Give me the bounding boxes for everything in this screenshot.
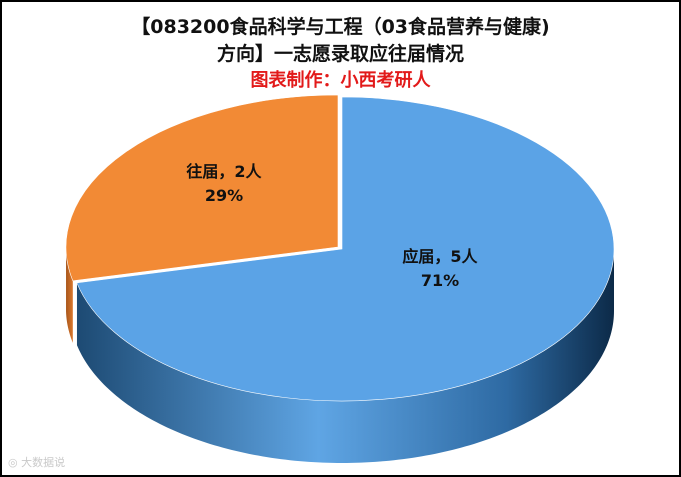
slice-percent-往届: 29% <box>205 186 243 205</box>
watermark-text: 大数据说 <box>21 456 66 469</box>
watermark: ◎ 大数据说 <box>8 454 65 470</box>
slice-percent-应届: 71% <box>421 271 459 290</box>
chart-title-line-1: 【083200食品科学与工程（03食品营养与健康) <box>131 16 550 38</box>
camera-icon: ◎ <box>8 456 18 469</box>
pie-side-往届 <box>66 249 73 343</box>
chart-title-line-2: 方向】一志愿录取应往届情况 <box>216 43 464 65</box>
slice-label-应届: 应届，5人 <box>402 247 478 266</box>
pie-slice-往届 <box>65 94 339 282</box>
chart-credit: 图表制作：小西考研人 <box>250 70 431 91</box>
pie-slice-应届 <box>76 96 615 402</box>
slice-label-往届: 往届，2人 <box>186 162 262 181</box>
pie-side-应届 <box>76 249 615 463</box>
